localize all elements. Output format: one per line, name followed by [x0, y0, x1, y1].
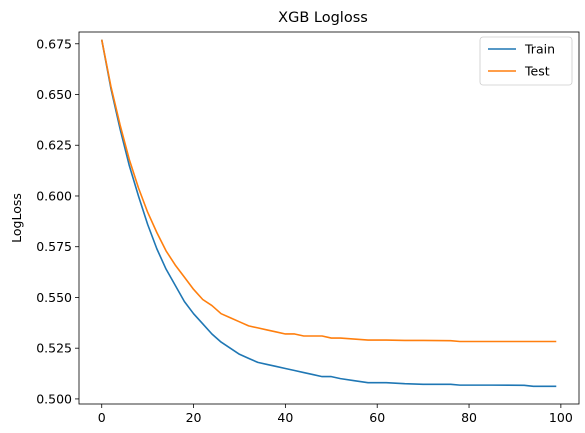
x-tick-label: 80 [461, 410, 477, 425]
y-tick-label: 0.625 [36, 138, 72, 153]
y-tick-label: 0.650 [36, 87, 72, 102]
x-tick-label: 40 [277, 410, 293, 425]
y-axis-label: LogLoss [9, 193, 24, 243]
legend-label-test: Test [524, 64, 550, 79]
y-tick-label: 0.500 [36, 391, 72, 406]
axes-frame [78, 31, 580, 405]
y-tick-label: 0.675 [36, 36, 72, 51]
x-tick-label: 100 [549, 410, 573, 425]
series-line-train [100, 39, 557, 388]
legend: Train Test [479, 36, 573, 86]
plot-area: 0 20 40 60 80 100 0.500 0.525 0.550 0.575 0.600 0.6… [36, 31, 580, 425]
x-tick-label: 20 [186, 410, 202, 425]
chart-title: XGB Logloss [278, 10, 368, 26]
y-tick-label: 0.600 [36, 188, 72, 203]
series-line-test [100, 39, 557, 343]
legend-label-train: Train [524, 42, 555, 57]
y-tick-label: 0.575 [36, 239, 72, 254]
y-tick-label: 0.550 [36, 290, 72, 305]
y-tick-label: 0.525 [36, 341, 72, 356]
x-tick-label: 60 [369, 410, 385, 425]
x-tick-label: 0 [98, 410, 106, 425]
